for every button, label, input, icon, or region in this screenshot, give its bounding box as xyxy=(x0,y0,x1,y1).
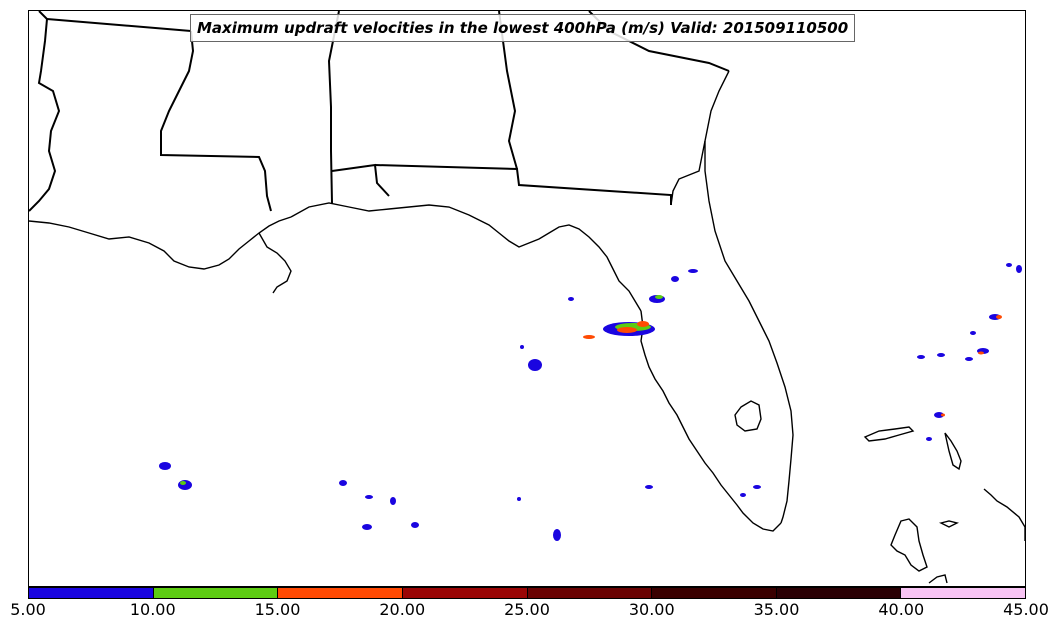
colorbar xyxy=(28,587,1026,599)
colorbar-tick-label: 15.00 xyxy=(254,600,301,619)
map-title: Maximum updraft velocities in the lowest… xyxy=(190,14,856,42)
map-canvas xyxy=(29,11,1025,584)
colorbar-tick-label: 30.00 xyxy=(628,600,675,619)
border-mississippi-east xyxy=(160,30,272,212)
border-al-fl xyxy=(331,163,390,197)
coast-atlantic-carolina xyxy=(670,70,730,206)
colorbar-segment xyxy=(152,588,278,598)
cells-scattered xyxy=(339,263,1022,541)
colorbar-segment xyxy=(651,588,776,598)
lake-okeechobee xyxy=(734,400,762,432)
border-ga-east xyxy=(498,11,518,170)
border-ms-al-north xyxy=(46,18,192,32)
border-georgia-florida xyxy=(374,164,672,205)
coast-gulf-panhandle xyxy=(290,202,642,312)
bahamas-grand xyxy=(863,426,915,442)
coast-florida-east xyxy=(704,141,794,524)
coastlines xyxy=(29,70,1025,584)
map-panel xyxy=(28,10,1026,587)
cell-west-gulf-2 xyxy=(178,480,192,490)
border-louisiana-mississippi xyxy=(29,11,61,212)
colorbar-segment xyxy=(401,588,527,598)
border-alabama-georgia xyxy=(327,11,340,204)
bahamas-small xyxy=(938,520,960,528)
bahamas-eleuthera xyxy=(944,432,962,471)
cell-west-gulf-1 xyxy=(159,462,171,470)
updraft-cells xyxy=(159,263,1022,541)
bahamas-andros xyxy=(890,518,928,572)
colorbar-tick-label: 35.00 xyxy=(753,600,800,619)
colorbar-segment xyxy=(29,588,153,598)
state-borders xyxy=(29,11,730,212)
colorbar-tick-labels: 5.00 10.00 15.00 20.00 25.00 30.00 35.00 40.00 4… xyxy=(0,600,1060,626)
cells-orange-accents xyxy=(941,315,1002,417)
colorbar-tick-label: 10.00 xyxy=(129,600,176,619)
coast-mississippi-delta xyxy=(258,232,292,294)
colorbar-segment xyxy=(775,588,901,598)
colorbar-segment xyxy=(900,588,1025,598)
colorbar-segment xyxy=(526,588,652,598)
cuba-edge xyxy=(928,574,948,584)
colorbar-tick-label: 40.00 xyxy=(878,600,925,619)
colorbar-tick-label: 25.00 xyxy=(504,600,550,619)
colorbar-segment xyxy=(277,588,402,598)
cell-gulf-center xyxy=(528,359,542,371)
colorbar-tick-label: 45.00 xyxy=(1003,600,1049,619)
colorbar-tick-label: 20.00 xyxy=(379,600,426,619)
bahamas-abaco xyxy=(983,488,1025,541)
colorbar-tick-label: 5.00 xyxy=(10,600,46,619)
coast-gulf-louisiana xyxy=(29,216,292,270)
cell-tampa-cluster xyxy=(583,269,698,339)
coast-florida-west xyxy=(640,310,782,532)
